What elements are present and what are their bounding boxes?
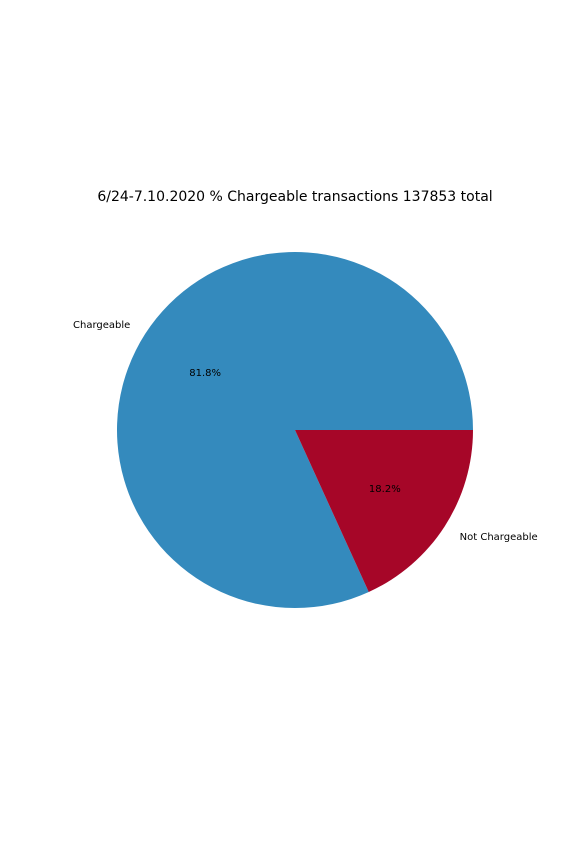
slice-label: Chargeable [73, 320, 130, 331]
chart-title: 6/24-7.10.2020 % Chargeable transactions… [97, 189, 492, 205]
percent-label: 18.2% [369, 484, 401, 495]
pie-slice-not-chargeable [295, 430, 473, 592]
percent-label: 81.8% [189, 368, 221, 379]
pie-labels: Chargeable 81.8% Not Chargeable 18.2% [73, 320, 538, 543]
slice-label: Not Chargeable [460, 532, 538, 543]
pie-slices [117, 252, 473, 608]
